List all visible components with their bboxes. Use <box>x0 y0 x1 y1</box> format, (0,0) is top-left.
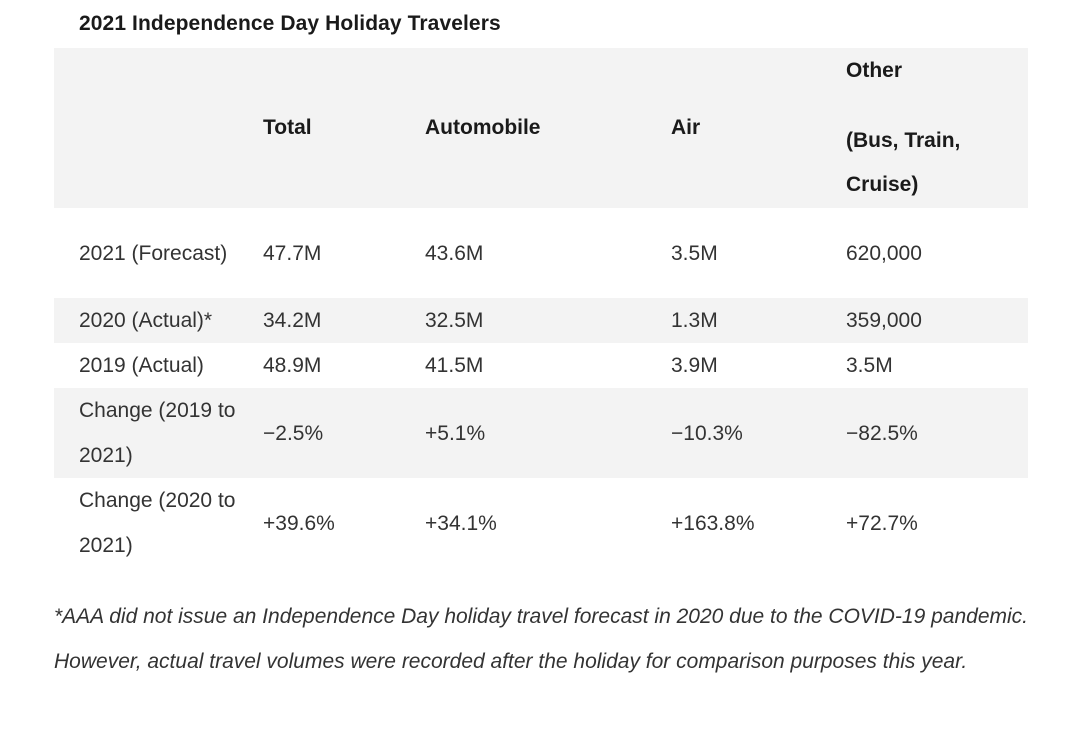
header-total: Total <box>263 116 312 139</box>
cell-air: −10.3% <box>671 421 743 445</box>
cell-air: +163.8% <box>671 511 755 535</box>
cell-air: 1.3M <box>671 309 718 332</box>
header-other: Other (Bus, Train, Cruise) <box>846 48 1028 208</box>
table-row: Change (2020 to 2021) +39.6% +34.1% +163… <box>54 478 1028 568</box>
cell-total: 34.2M <box>263 309 322 332</box>
cell-automobile: 32.5M <box>425 309 484 332</box>
cell-automobile: +5.1% <box>425 421 486 445</box>
row-label: Change (2019 to 2021) <box>79 399 236 467</box>
header-air: Air <box>671 116 701 139</box>
cell-total: +39.6% <box>263 511 335 535</box>
cell-automobile: 41.5M <box>425 354 484 377</box>
cell-other: 620,000 <box>846 241 922 265</box>
table-row: 2020 (Actual)* 34.2M 32.5M 1.3M 359,000 <box>54 298 1028 343</box>
row-label: 2019 (Actual) <box>79 354 204 377</box>
table-title: 2021 Independence Day Holiday Travelers <box>79 12 501 35</box>
row-label: Change (2020 to 2021) <box>79 489 236 557</box>
cell-total: 47.7M <box>263 241 322 265</box>
table-row: 2019 (Actual) 48.9M 41.5M 3.9M 3.5M <box>54 343 1028 388</box>
cell-total: 48.9M <box>263 354 322 377</box>
cell-other: 3.5M <box>846 354 893 377</box>
footnote: *AAA did not issue an Independence Day h… <box>54 605 1028 673</box>
row-label: 2020 (Actual)* <box>79 309 213 332</box>
header-label <box>54 48 263 208</box>
header-other-subtitle: (Bus, Train, Cruise) <box>846 129 961 196</box>
header-automobile: Automobile <box>425 116 541 139</box>
cell-other: +72.7% <box>846 511 918 535</box>
cell-total: −2.5% <box>263 421 324 445</box>
cell-automobile: 43.6M <box>425 241 484 265</box>
header-other-title: Other <box>846 59 903 82</box>
cell-other: 359,000 <box>846 309 922 332</box>
table-header-row: Total Automobile Air Other (Bus, Train, … <box>54 48 1028 208</box>
travelers-table: Total Automobile Air Other (Bus, Train, … <box>54 48 1028 568</box>
cell-air: 3.5M <box>671 241 718 265</box>
table-row: 2021 (Forecast) 47.7M 43.6M 3.5M 620,000 <box>54 208 1028 298</box>
cell-other: −82.5% <box>846 421 918 445</box>
cell-air: 3.9M <box>671 354 718 377</box>
row-label: 2021 (Forecast) <box>79 241 228 265</box>
cell-automobile: +34.1% <box>425 511 497 535</box>
table-row: Change (2019 to 2021) −2.5% +5.1% −10.3%… <box>54 388 1028 478</box>
